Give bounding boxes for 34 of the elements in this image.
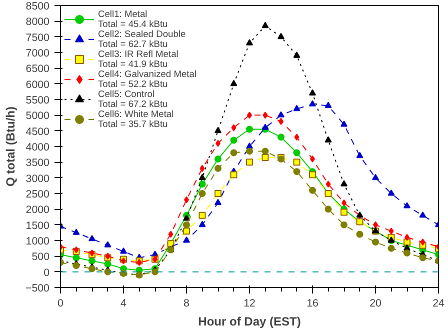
- legend-label: Cell1: Metal Total = 45.4 kBtu: [98, 9, 168, 29]
- y-tick-label: 5500: [26, 94, 50, 106]
- y-tick-label: 2000: [26, 204, 50, 216]
- y-tick-label: 5000: [26, 110, 50, 122]
- y-tick-label: 7500: [26, 32, 50, 44]
- x-axis-title: Hour of Day (EST): [198, 314, 301, 328]
- x-tick-label: 24: [432, 298, 444, 310]
- x-tick-label: 0: [58, 298, 64, 310]
- y-tick-label: 6500: [26, 63, 50, 76]
- y-axis-title: Q total (Btu/h): [3, 106, 18, 186]
- legend-label: Cell2: Sealed Double Total = 62.7 kBtu: [98, 29, 186, 49]
- legend-label: Cell3: IR Refl Metal Total = 41.9 kBtu: [98, 49, 178, 69]
- y-tick-label: 1000: [26, 236, 50, 248]
- legend-label: Cell4: Galvanized Metal Total = 52.2 kBtu: [98, 69, 197, 89]
- x-tick-label: 4: [120, 298, 127, 310]
- legend-label: Cell6: White Metal Total = 35.7 kBtu: [98, 109, 174, 129]
- y-tick-label: 7000: [26, 48, 50, 60]
- y-tick-label: 8500: [26, 0, 50, 12]
- x-tick-label: 12: [244, 298, 256, 310]
- y-tick-label: 6000: [26, 78, 50, 91]
- x-tick-label: 20: [370, 298, 382, 310]
- x-tick-label: 16: [306, 298, 318, 310]
- legend-label: Cell5: Control Total = 67.2 kBtu: [98, 89, 168, 109]
- y-tick-label: 3000: [26, 172, 50, 185]
- y-tick-label: 500: [32, 251, 50, 264]
- y-tick-label: 2500: [26, 188, 50, 200]
- y-tick-label: −500: [25, 282, 50, 294]
- y-tick-label: 1500: [26, 220, 50, 232]
- y-tick-label: 0: [44, 266, 50, 279]
- x-tick-label: 8: [184, 298, 190, 310]
- y-tick-label: 3500: [26, 157, 50, 170]
- y-tick-label: 4000: [26, 142, 50, 154]
- y-tick-label: 8000: [26, 16, 50, 28]
- y-tick-label: 4500: [26, 126, 50, 138]
